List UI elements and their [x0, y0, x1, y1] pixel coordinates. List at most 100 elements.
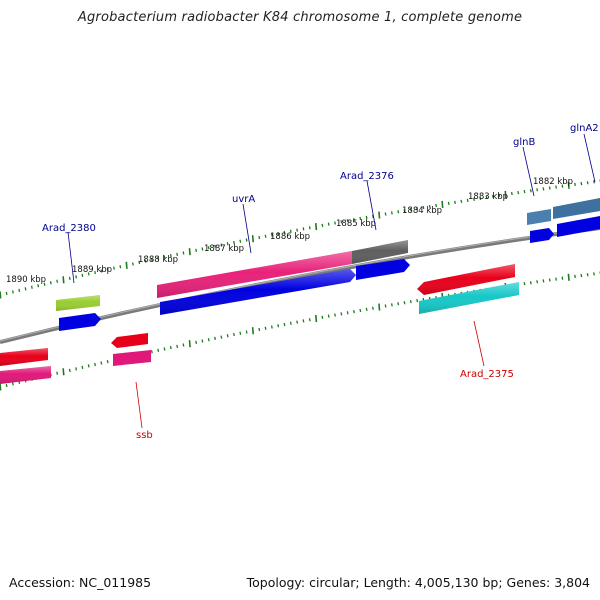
- minor-tick: [473, 197, 475, 201]
- gene-label-uvra[interactable]: uvrA: [232, 194, 255, 205]
- minor-tick: [100, 269, 103, 273]
- minor-tick: [24, 287, 27, 291]
- minor-tick: [454, 200, 456, 204]
- minor-tick: [220, 335, 223, 339]
- minor-tick: [37, 284, 40, 288]
- minor-tick: [498, 193, 501, 198]
- minor-tick: [327, 314, 330, 318]
- minor-tick: [258, 327, 261, 332]
- major-tick: [378, 211, 381, 219]
- major-tick: [314, 222, 318, 231]
- minor-tick: [270, 233, 273, 237]
- minor-tick: [75, 367, 78, 371]
- minor-tick: [523, 190, 526, 194]
- minor-tick: [245, 330, 248, 334]
- minor-tick: [81, 273, 84, 278]
- minor-tick: [479, 196, 482, 200]
- gene-label-glnb[interactable]: glnB: [513, 137, 535, 148]
- minor-tick: [239, 239, 242, 243]
- minor-tick: [56, 279, 59, 283]
- minor-tick: [119, 265, 122, 269]
- minor-tick: [580, 181, 583, 186]
- feature-fwd-steel-2[interactable]: [553, 198, 600, 219]
- gene-label-arad-2375[interactable]: Arad_2375: [460, 369, 514, 380]
- minor-tick: [593, 272, 595, 276]
- feature-fwd-blue-1[interactable]: [59, 313, 101, 331]
- gene-label-arad-2380[interactable]: Arad_2380: [42, 223, 96, 234]
- minor-tick: [517, 190, 520, 195]
- minor-tick: [353, 217, 355, 222]
- minor-tick: [138, 260, 141, 265]
- minor-tick: [542, 187, 545, 191]
- minor-tick: [548, 186, 551, 190]
- minor-tick: [416, 298, 419, 303]
- minor-tick: [258, 235, 261, 240]
- leader-line: [522, 146, 535, 197]
- minor-tick: [466, 198, 469, 202]
- minor-tick: [308, 318, 311, 322]
- feature-fwd-blue-2[interactable]: [356, 259, 410, 280]
- leader-line: [583, 133, 596, 183]
- minor-tick: [226, 242, 229, 246]
- minor-tick: [536, 280, 539, 284]
- feature-rev-red-small[interactable]: [111, 333, 148, 348]
- minor-tick: [289, 229, 292, 233]
- minor-tick: [390, 211, 393, 215]
- major-tick: [188, 248, 191, 256]
- minor-tick: [548, 278, 551, 282]
- minor-tick: [30, 285, 33, 289]
- minor-tick: [491, 194, 494, 199]
- minor-tick: [302, 319, 305, 323]
- minor-tick: [365, 307, 368, 311]
- gene-label-arad-2376[interactable]: Arad_2376: [340, 171, 394, 182]
- tick-label: 1884 kbp: [402, 206, 442, 216]
- minor-tick: [201, 247, 204, 251]
- minor-tick: [510, 191, 513, 196]
- minor-tick: [264, 326, 267, 330]
- gene-label-ssb[interactable]: ssb: [136, 430, 153, 441]
- minor-tick: [56, 371, 59, 375]
- minor-tick: [11, 290, 14, 294]
- minor-tick: [308, 226, 311, 230]
- minor-tick: [321, 223, 324, 227]
- minor-tick: [264, 234, 267, 238]
- feature-fwd-blue-4[interactable]: [557, 216, 600, 237]
- minor-tick: [409, 208, 412, 212]
- feature-fwd-blue-3[interactable]: [530, 228, 554, 243]
- major-tick: [251, 327, 255, 335]
- minor-tick: [371, 214, 374, 218]
- accession-text: Accession: NC_011985: [9, 575, 152, 590]
- minor-tick: [144, 259, 147, 263]
- minor-tick: [113, 266, 115, 270]
- feature-rev-pink-small[interactable]: [113, 350, 151, 366]
- minor-tick: [542, 279, 545, 283]
- minor-tick: [586, 273, 589, 277]
- feature-fwd-steel-1[interactable]: [527, 209, 551, 225]
- leader-line: [473, 320, 485, 367]
- outer-tick-track: [0, 179, 600, 299]
- major-tick: [378, 303, 381, 311]
- minor-tick: [580, 273, 583, 278]
- minor-tick: [150, 258, 153, 262]
- leader-line: [67, 231, 75, 284]
- minor-tick: [384, 304, 387, 308]
- minor-tick: [68, 368, 71, 372]
- feature-shading: [0, 240, 519, 384]
- minor-tick: [346, 311, 349, 315]
- gene-label-glna2[interactable]: glnA2: [570, 123, 599, 134]
- major-tick: [251, 235, 255, 243]
- tick-label: 1889 kbp: [72, 265, 112, 275]
- minor-tick: [403, 301, 406, 305]
- minor-tick: [334, 313, 336, 317]
- minor-tick: [233, 240, 235, 245]
- minor-tick: [384, 212, 387, 216]
- minor-tick: [371, 306, 374, 310]
- minor-tick: [485, 195, 488, 200]
- minor-tick: [157, 256, 160, 261]
- minor-tick: [289, 321, 292, 325]
- major-tick: [567, 181, 570, 189]
- minor-tick: [277, 232, 280, 236]
- minor-tick: [346, 219, 349, 223]
- minor-tick: [49, 281, 52, 285]
- leader-line: [366, 180, 377, 231]
